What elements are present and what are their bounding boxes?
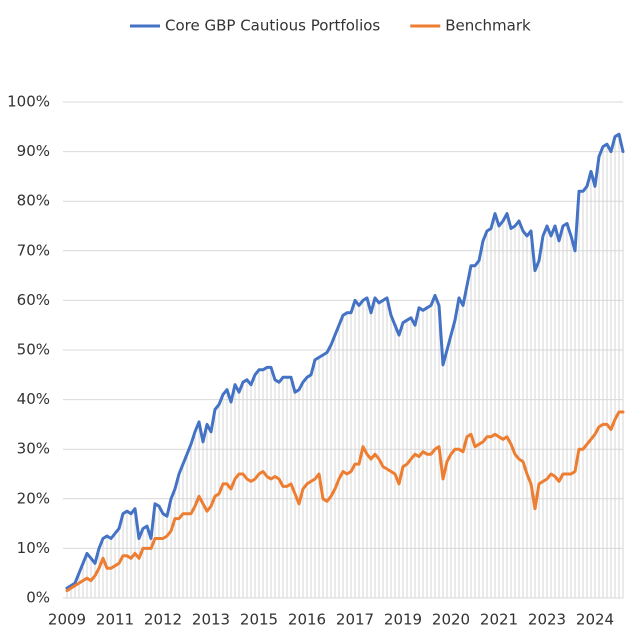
legend-label: Core GBP Cautious Portfolios [165, 17, 380, 35]
legend-label: Benchmark [445, 17, 531, 35]
x-tick-label: 2015 [240, 611, 278, 628]
x-tick-label: 2023 [528, 611, 566, 628]
y-tick-label: 0% [26, 589, 50, 607]
y-tick-label: 40% [17, 390, 50, 408]
series-line [65, 132, 625, 590]
series-line [65, 410, 625, 593]
y-tick-label: 20% [17, 489, 50, 507]
y-tick-label: 50% [17, 341, 50, 359]
x-tick-label: 2016 [288, 611, 326, 628]
x-tick-label: 2011 [96, 611, 134, 628]
y-tick-label: 100% [7, 93, 50, 111]
x-tick-label: 2019 [384, 611, 422, 628]
y-tick-label: 80% [17, 192, 50, 210]
y-tick-label: 70% [17, 241, 50, 259]
y-tick-label: 10% [17, 539, 50, 557]
x-tick-label: 2024 [576, 611, 614, 628]
x-tick-label: 2020 [432, 611, 470, 628]
x-tick-label: 2017 [336, 611, 374, 628]
x-tick-label: 2012 [144, 611, 182, 628]
y-tick-label: 90% [17, 142, 50, 160]
x-tick-label: 2021 [480, 611, 518, 628]
y-tick-label: 60% [17, 291, 50, 309]
x-tick-label: 2009 [48, 611, 86, 628]
x-tick-label: 2013 [192, 611, 230, 628]
y-tick-label: 30% [17, 440, 50, 458]
